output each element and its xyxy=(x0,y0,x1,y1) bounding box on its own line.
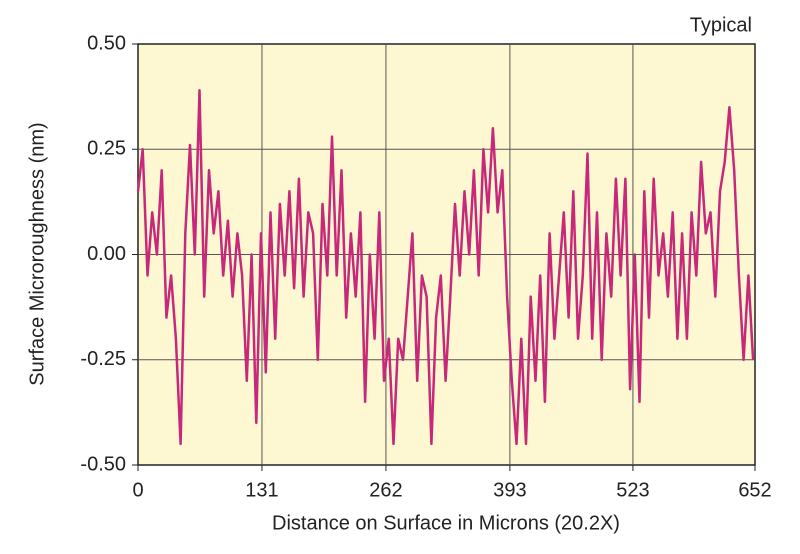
x-tick-label: 262 xyxy=(369,479,402,501)
y-axis-label: Surface Microroughness (nm) xyxy=(26,122,48,385)
x-tick-label: 652 xyxy=(738,479,771,501)
data-line xyxy=(136,89,755,446)
y-tick-label: -0.50 xyxy=(80,453,126,475)
y-tick-label: 0.25 xyxy=(87,138,126,160)
x-tick-label: 523 xyxy=(616,479,649,501)
x-tick-label: 0 xyxy=(132,479,143,501)
x-axis-label: Distance on Surface in Microns (20.2X) xyxy=(272,512,620,534)
y-tick-label: 0.50 xyxy=(87,32,126,54)
x-tick-label: 393 xyxy=(493,479,526,501)
x-tick-label: 131 xyxy=(245,479,278,501)
y-tick-label: -0.25 xyxy=(80,348,126,370)
y-tick-label: 0.00 xyxy=(87,243,126,265)
annotation: Typical xyxy=(690,14,752,36)
